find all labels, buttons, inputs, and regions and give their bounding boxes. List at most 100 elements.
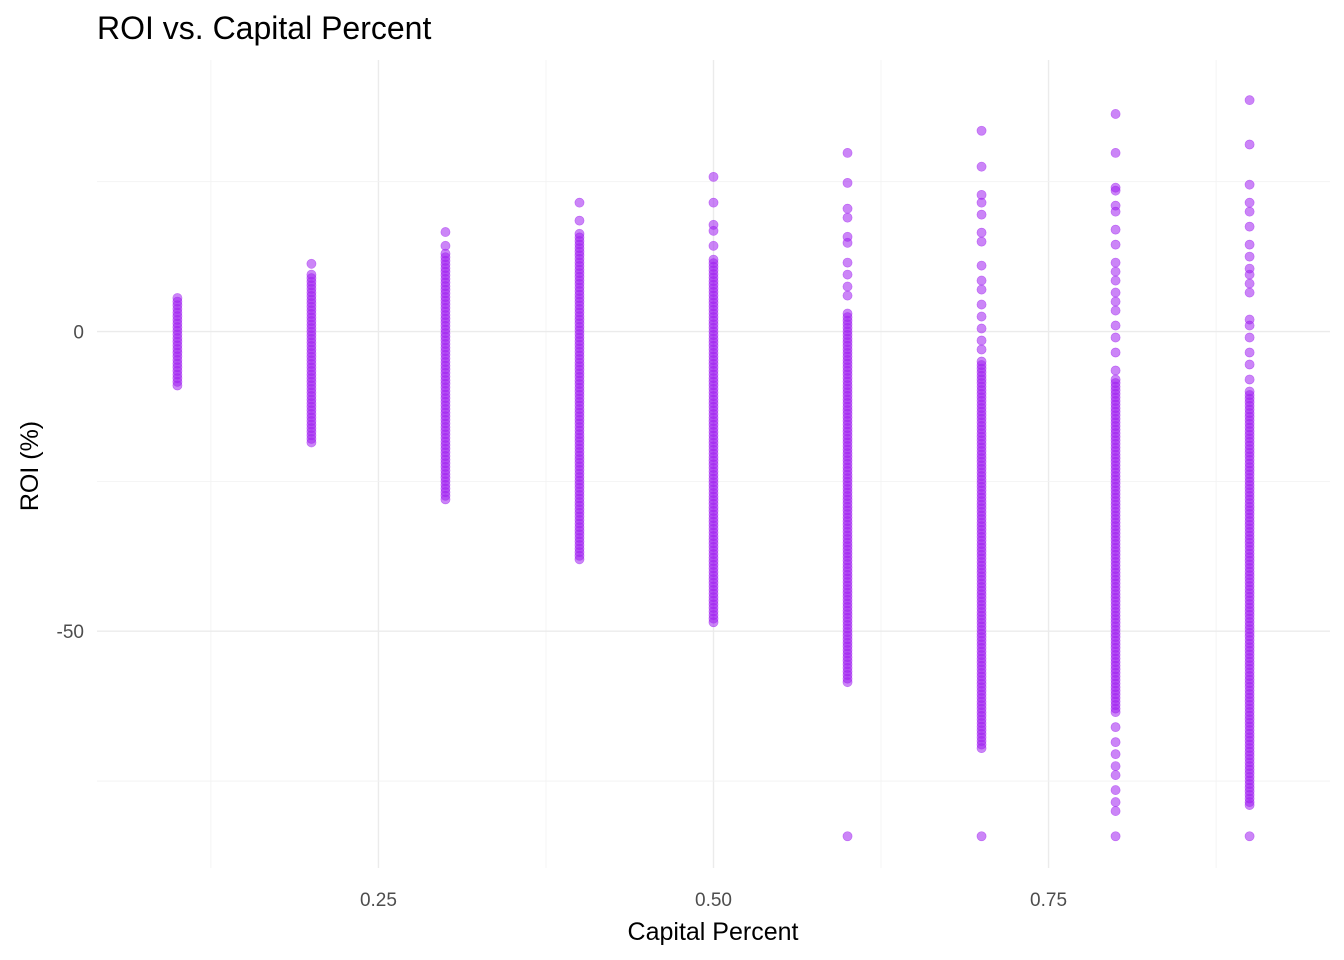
data-point bbox=[1110, 770, 1121, 780]
data-point bbox=[1110, 737, 1121, 748]
data-point bbox=[976, 335, 987, 346]
data-point bbox=[976, 275, 987, 286]
data-point bbox=[1110, 266, 1121, 277]
data-point bbox=[1244, 347, 1255, 358]
data-point bbox=[842, 203, 853, 214]
x-tick-label: 0.75 bbox=[1030, 890, 1067, 911]
data-point bbox=[1244, 278, 1255, 289]
x-tick-label: 0.25 bbox=[360, 890, 397, 911]
data-point bbox=[1110, 365, 1121, 376]
data-point bbox=[1110, 806, 1121, 816]
x-axis-title: Capital Percent bbox=[628, 918, 799, 946]
data-point bbox=[1110, 224, 1121, 235]
point-column bbox=[574, 197, 585, 565]
data-point bbox=[976, 227, 987, 238]
chart-title: ROI vs. Capital Percent bbox=[97, 10, 432, 46]
data-point bbox=[440, 227, 451, 237]
data-point bbox=[1110, 347, 1121, 358]
data-point bbox=[1244, 251, 1255, 262]
x-tick-label: 0.50 bbox=[695, 890, 732, 911]
data-point bbox=[1110, 182, 1121, 193]
data-point bbox=[708, 171, 719, 182]
data-point bbox=[574, 228, 585, 239]
data-point bbox=[1244, 287, 1255, 298]
data-point bbox=[708, 219, 719, 230]
point-column bbox=[1110, 109, 1121, 842]
data-point bbox=[1244, 239, 1255, 250]
point-column bbox=[708, 171, 719, 628]
data-point bbox=[708, 240, 719, 251]
data-point bbox=[976, 209, 987, 220]
data-point bbox=[1244, 800, 1255, 810]
data-point bbox=[1110, 148, 1121, 158]
data-point bbox=[1244, 263, 1255, 274]
data-point bbox=[976, 344, 987, 355]
x-axis-ticks: 0.25 0.50 0.75 bbox=[360, 890, 1067, 911]
data-point bbox=[842, 308, 853, 319]
data-point bbox=[1110, 785, 1121, 795]
data-point bbox=[440, 240, 451, 251]
data-point bbox=[976, 189, 987, 200]
data-point bbox=[976, 284, 987, 295]
data-point bbox=[1244, 139, 1255, 150]
data-point bbox=[1110, 305, 1121, 316]
data-point bbox=[1110, 797, 1121, 807]
point-column bbox=[440, 227, 451, 505]
data-point bbox=[1244, 386, 1255, 397]
data-point bbox=[842, 831, 853, 842]
data-point bbox=[1110, 239, 1121, 250]
data-point bbox=[842, 290, 853, 301]
data-point bbox=[1110, 761, 1121, 772]
data-point bbox=[306, 258, 317, 269]
data-point bbox=[306, 269, 317, 280]
point-column bbox=[1244, 95, 1255, 842]
data-point bbox=[1110, 257, 1121, 268]
point-column bbox=[306, 258, 317, 448]
data-point bbox=[976, 125, 987, 136]
data-point bbox=[1244, 206, 1255, 217]
data-point bbox=[842, 257, 853, 268]
data-points bbox=[172, 95, 1255, 842]
data-point bbox=[1110, 722, 1121, 733]
data-point bbox=[1110, 831, 1121, 842]
data-point bbox=[976, 356, 987, 367]
data-point bbox=[708, 197, 719, 208]
data-point bbox=[1110, 749, 1121, 760]
point-column bbox=[172, 293, 183, 391]
data-point bbox=[574, 215, 585, 226]
data-point bbox=[976, 260, 987, 271]
point-column bbox=[842, 148, 853, 842]
data-point bbox=[842, 269, 853, 280]
data-point bbox=[1244, 95, 1255, 106]
data-point bbox=[1244, 179, 1255, 190]
data-point bbox=[1244, 314, 1255, 325]
y-axis-title: ROI (%) bbox=[16, 421, 44, 511]
y-tick-label: -50 bbox=[57, 622, 84, 643]
data-point bbox=[976, 831, 987, 842]
data-point bbox=[1110, 275, 1121, 286]
y-axis-ticks: 0 -50 bbox=[57, 323, 84, 644]
data-point bbox=[1110, 320, 1121, 331]
data-point bbox=[842, 148, 853, 158]
data-point bbox=[708, 254, 719, 265]
data-point bbox=[842, 231, 853, 242]
data-point bbox=[842, 281, 853, 292]
data-point bbox=[976, 299, 987, 310]
data-point bbox=[1244, 374, 1255, 385]
data-point bbox=[1110, 287, 1121, 298]
data-point bbox=[1244, 332, 1255, 343]
data-point bbox=[976, 311, 987, 322]
data-point bbox=[1110, 296, 1121, 307]
data-point bbox=[574, 197, 585, 208]
data-point bbox=[1244, 221, 1255, 232]
y-tick-label: 0 bbox=[73, 323, 84, 344]
data-point bbox=[1110, 374, 1121, 385]
point-column bbox=[976, 125, 987, 842]
data-point bbox=[1244, 831, 1255, 842]
data-point bbox=[172, 293, 183, 303]
data-point bbox=[842, 177, 853, 188]
data-point bbox=[976, 236, 987, 247]
data-point bbox=[1110, 109, 1121, 119]
data-point bbox=[976, 323, 987, 334]
